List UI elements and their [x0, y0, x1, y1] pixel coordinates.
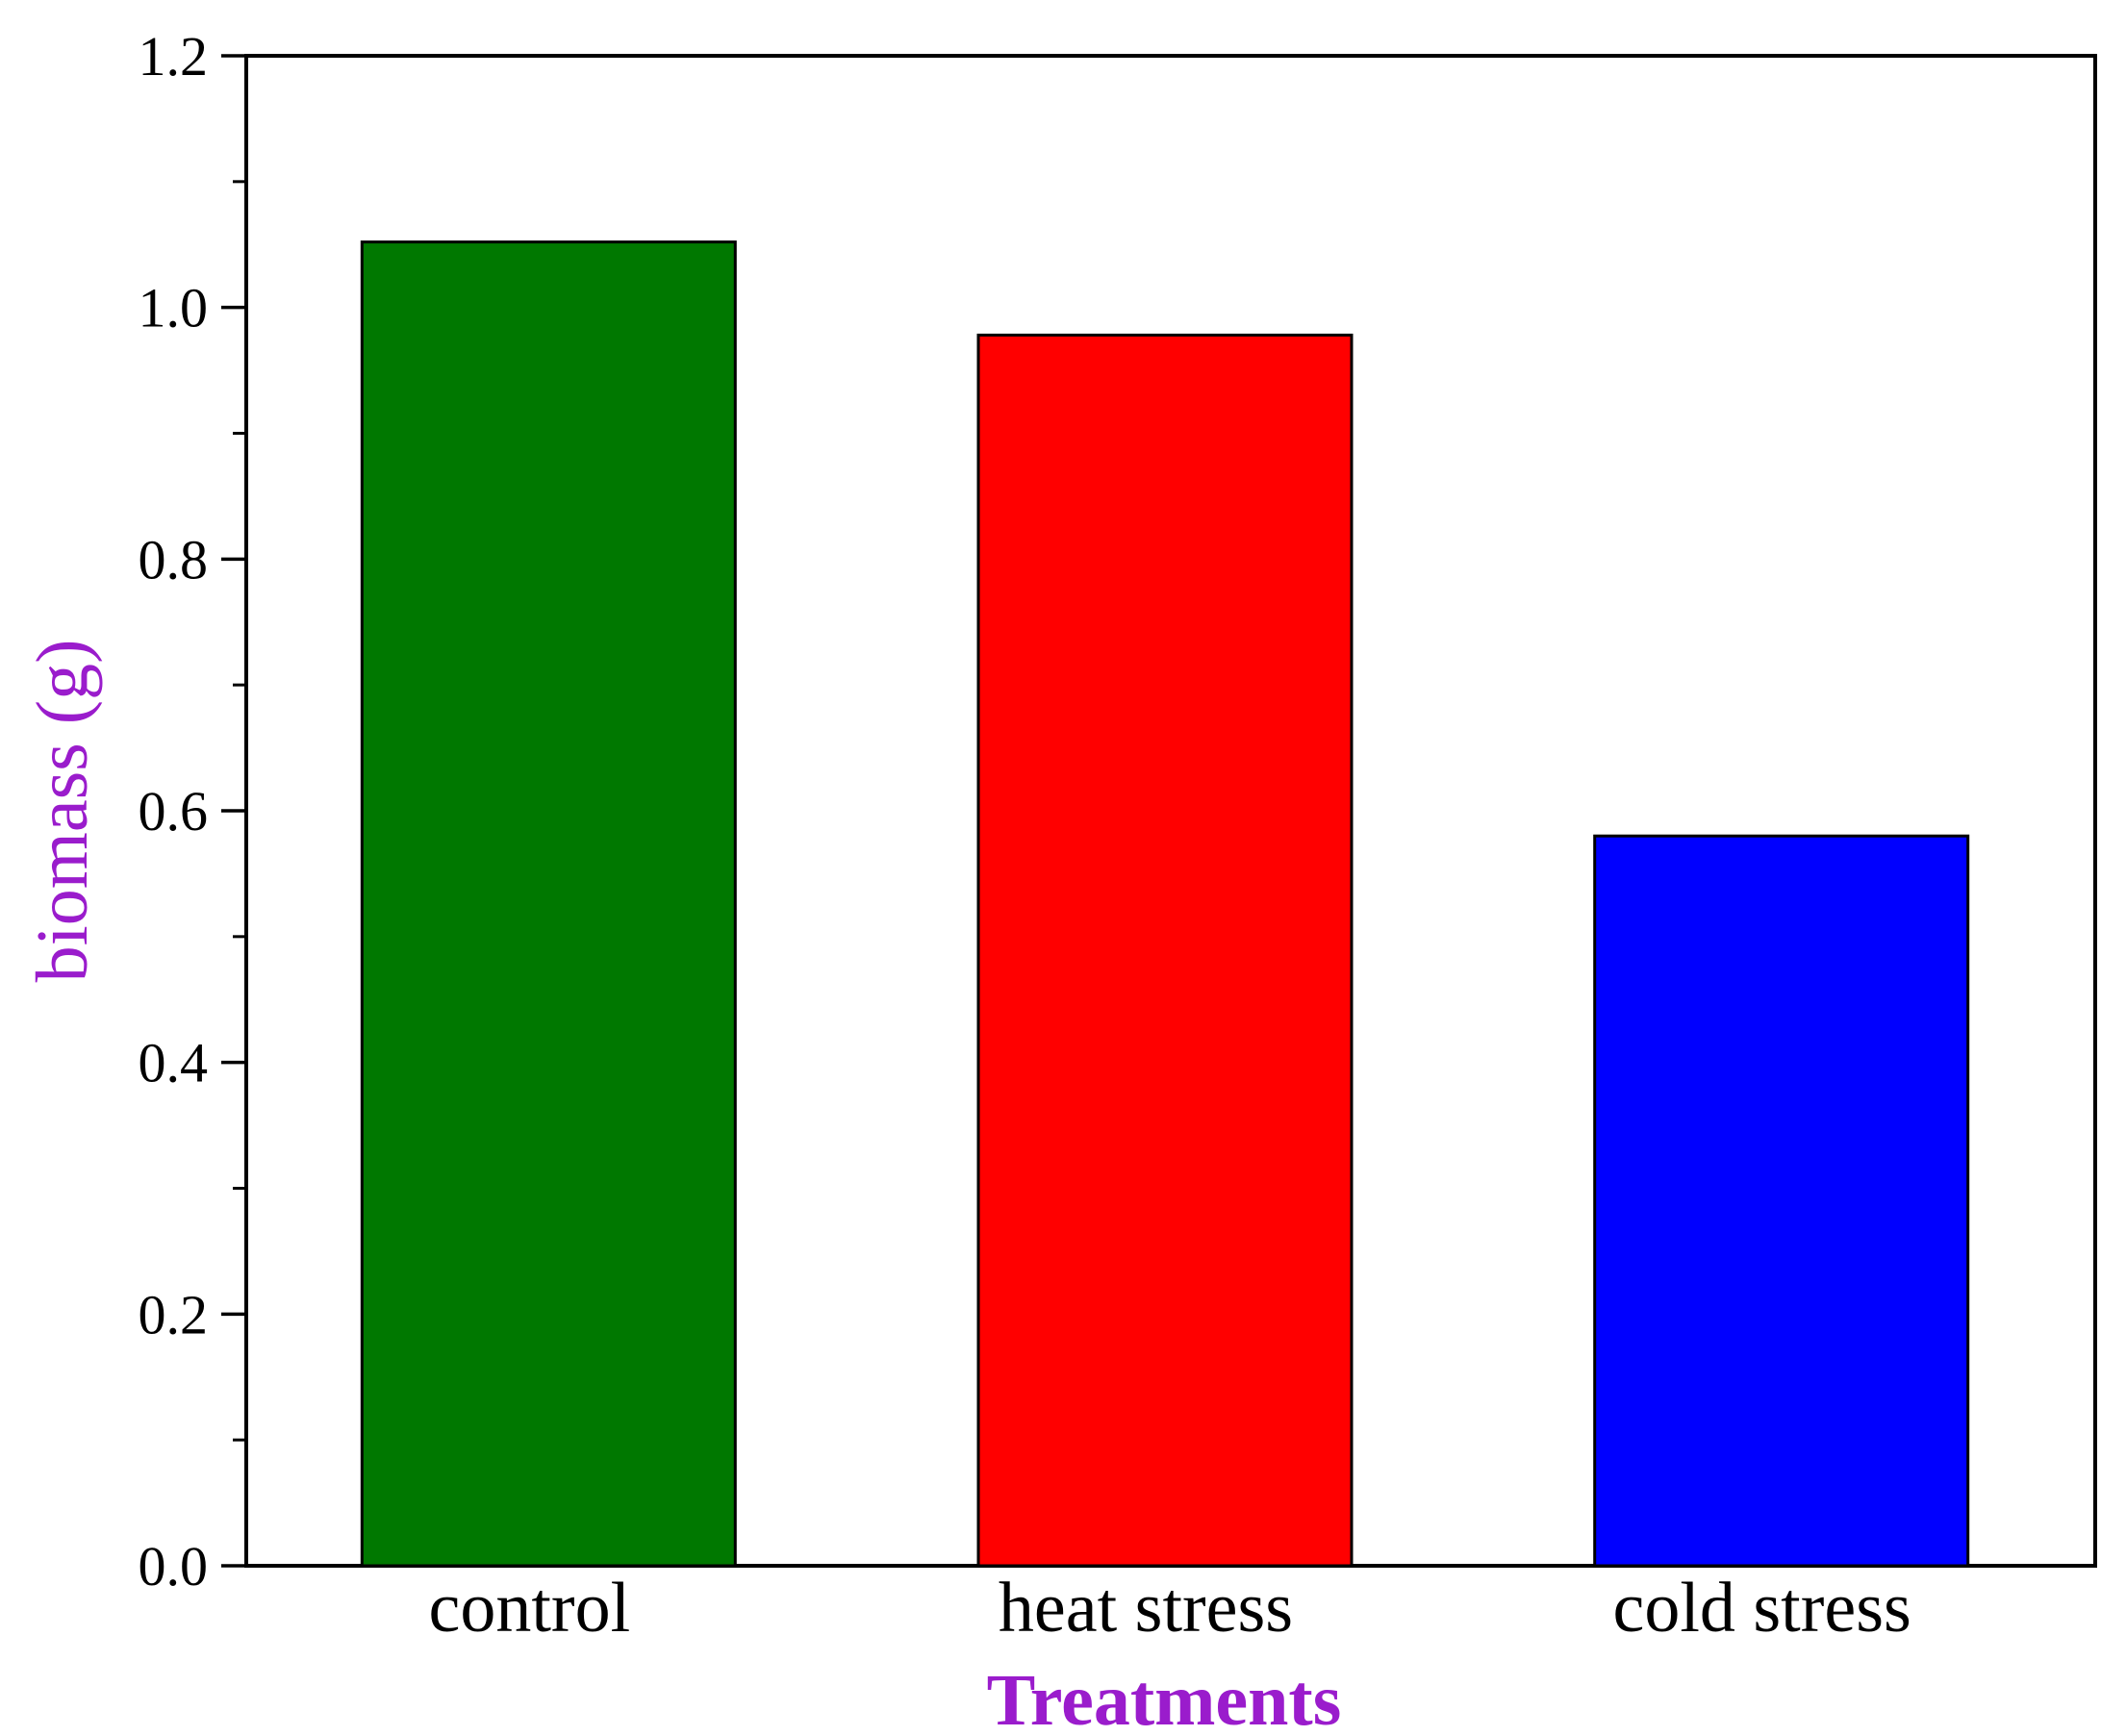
y-axis-title: biomass (g) — [22, 640, 103, 983]
x-axis-title: Treatments — [987, 1660, 1342, 1736]
x-tick-label-control: control — [429, 1569, 631, 1648]
y-tick-label: 0.0 — [139, 1535, 209, 1598]
x-tick-label-cold-stress: cold stress — [1612, 1569, 1911, 1648]
y-tick-label: 0.8 — [139, 528, 209, 591]
y-tick-label: 1.2 — [139, 25, 209, 88]
bar-control — [360, 240, 737, 1568]
y-tick-label: 0.4 — [139, 1032, 209, 1094]
x-tick-label-heat-stress: heat stress — [999, 1569, 1293, 1648]
bar-heat-stress — [976, 333, 1354, 1568]
y-tick-label: 0.2 — [139, 1283, 209, 1346]
y-axis: 0.0 0.2 0.4 0.6 0.8 1.0 1.2 — [139, 25, 246, 1598]
bar-cold-stress — [1593, 834, 1970, 1568]
y-tick-label: 1.0 — [139, 277, 209, 340]
bars-layer — [360, 240, 1970, 1568]
y-tick-label: 0.6 — [139, 780, 209, 843]
x-axis: control heat stress cold stress — [429, 1569, 1911, 1648]
